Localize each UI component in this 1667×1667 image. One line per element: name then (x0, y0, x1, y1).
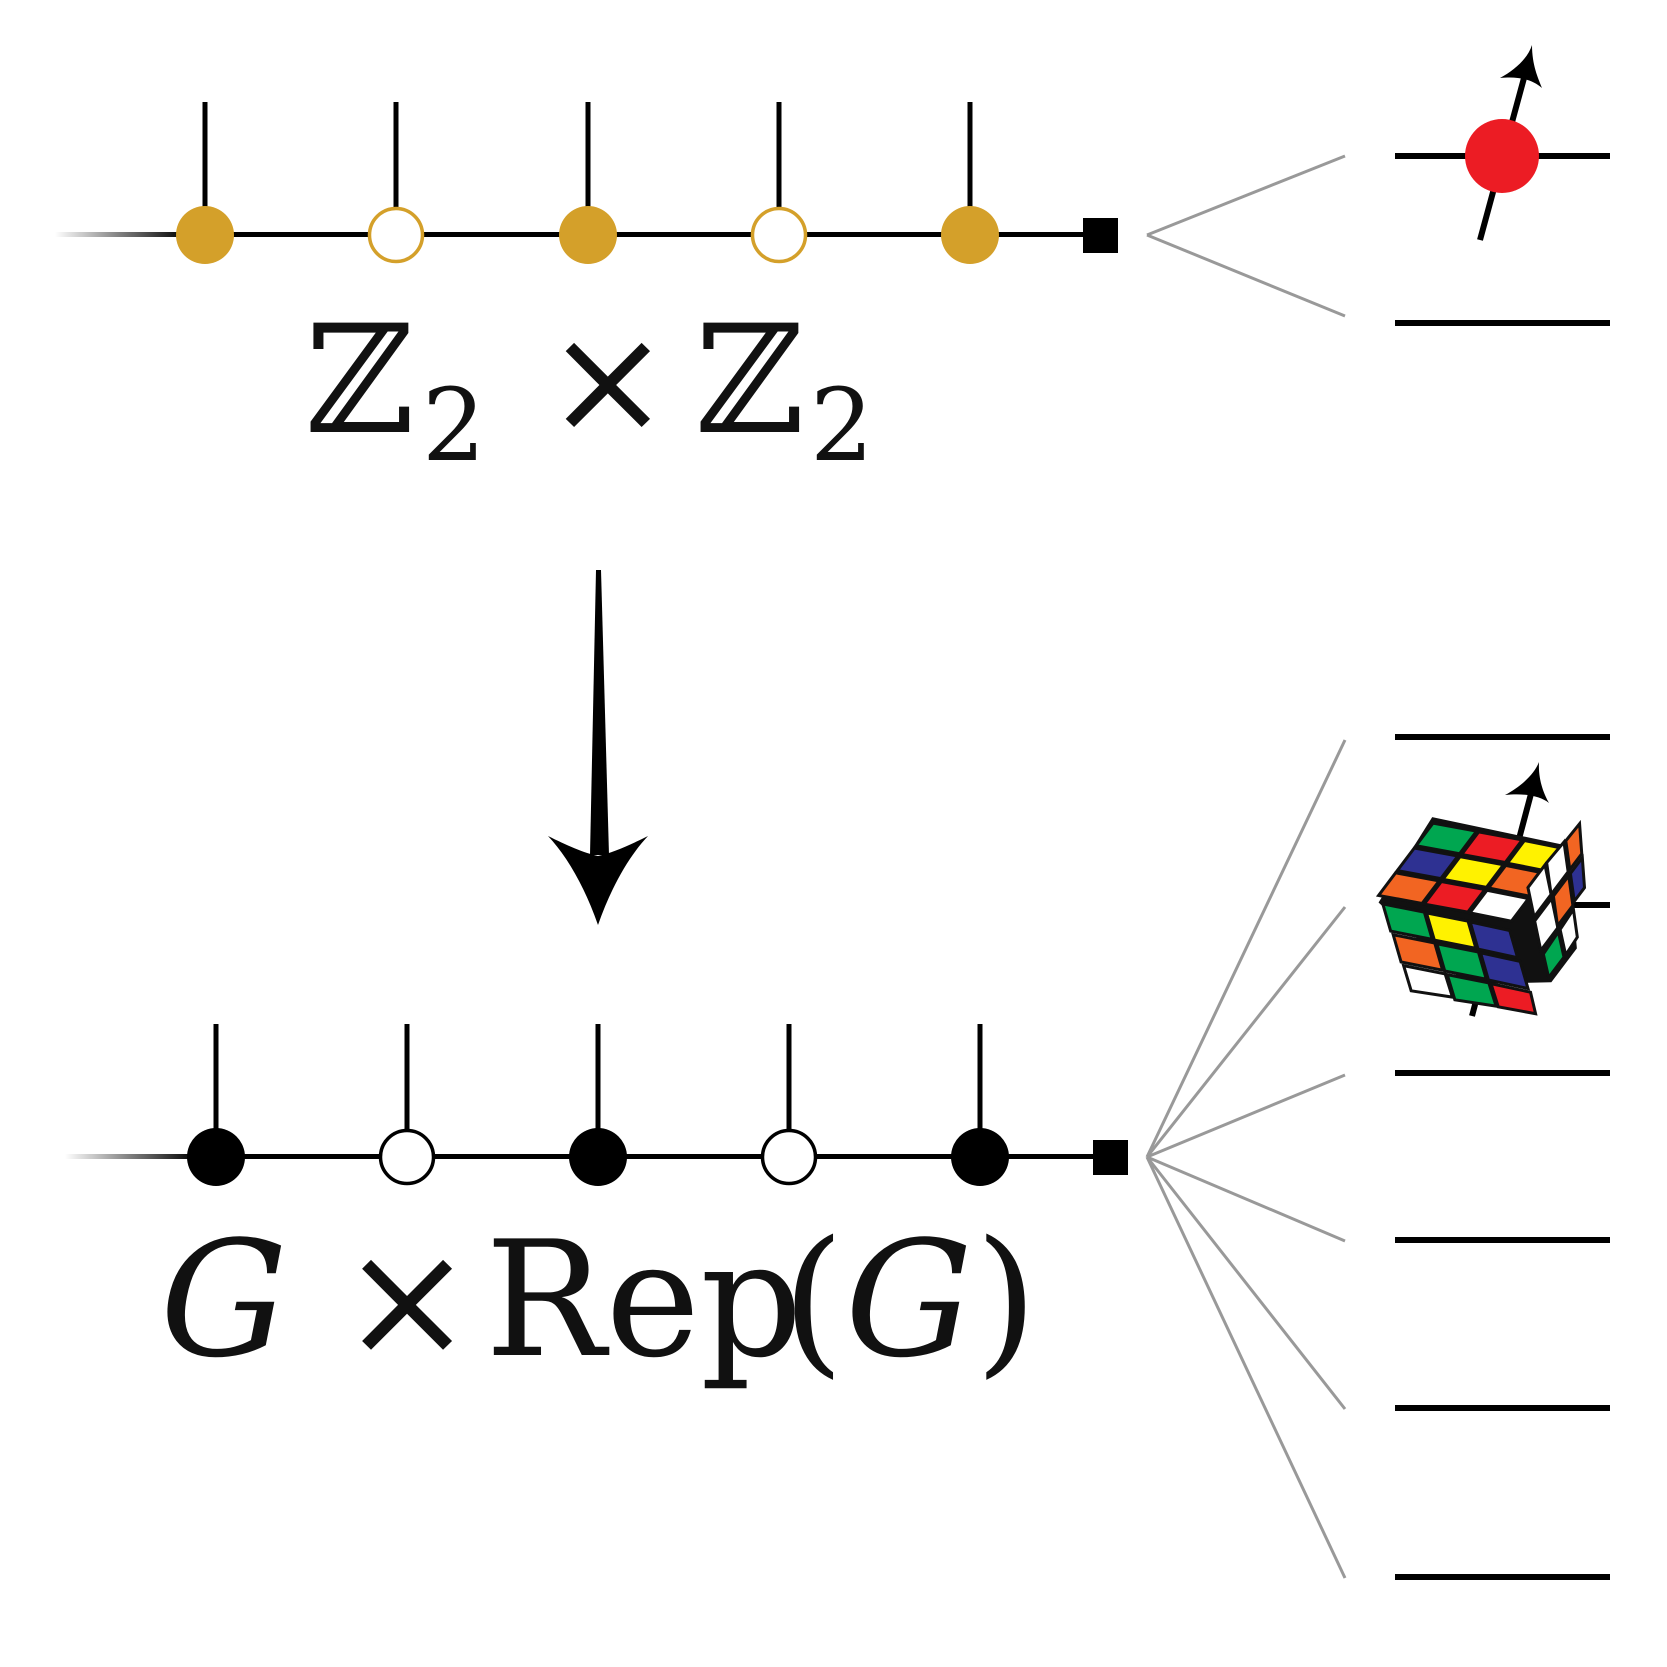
label-g2: G (845, 1206, 973, 1393)
bottom-node-filled (187, 1128, 245, 1186)
bottom-node-filled (951, 1128, 1009, 1186)
top-fan (1146, 154, 1346, 318)
times-bottom: × (340, 1206, 474, 1393)
label-rep: Rep (485, 1206, 803, 1393)
down-arrow-icon (548, 570, 648, 925)
times-top: × (545, 294, 671, 468)
fan-line (1146, 1155, 1346, 1243)
top-node-filled (559, 206, 617, 264)
label-g: G (160, 1206, 288, 1393)
z2-right: ℤ (695, 294, 805, 468)
bottom-boundary-square (1093, 1140, 1128, 1175)
bottom-chain (65, 1024, 1128, 1186)
fan-line (1145, 739, 1347, 1158)
z2-right-sub: 2 (810, 367, 874, 484)
fan-line (1145, 906, 1347, 1158)
bottom-symmetry-label: G × Rep ( G ) (160, 1206, 1037, 1393)
top-chain (55, 102, 1118, 264)
fan-line (1146, 1073, 1346, 1159)
top-node-open (367, 206, 425, 264)
z2-left-sub: 2 (422, 367, 486, 484)
bottom-fan (1145, 739, 1347, 1579)
top-nodes (176, 206, 999, 264)
fan-line (1146, 233, 1346, 318)
top-chain-fade (55, 232, 185, 237)
label-paren-open: ( (782, 1206, 844, 1393)
top-boundary-square (1083, 218, 1118, 253)
z2-left: ℤ (305, 294, 415, 468)
bottom-chain-fade (65, 1154, 195, 1159)
rubiks-cube-icon (1375, 762, 1587, 1017)
fan-line (1146, 154, 1346, 237)
top-symmetry-label: ℤ 2 × ℤ 2 (305, 294, 874, 484)
bottom-nodes (187, 1128, 1009, 1186)
fan-line (1145, 1156, 1347, 1410)
spin-icon (1465, 45, 1542, 241)
bottom-node-open (378, 1128, 436, 1186)
bottom-node-open (760, 1128, 818, 1186)
bottom-node-filled (569, 1128, 627, 1186)
top-node-filled (176, 206, 234, 264)
label-paren-close: ) (975, 1206, 1037, 1393)
fan-line (1145, 1156, 1347, 1579)
top-node-open (750, 206, 808, 264)
top-node-filled (941, 206, 999, 264)
